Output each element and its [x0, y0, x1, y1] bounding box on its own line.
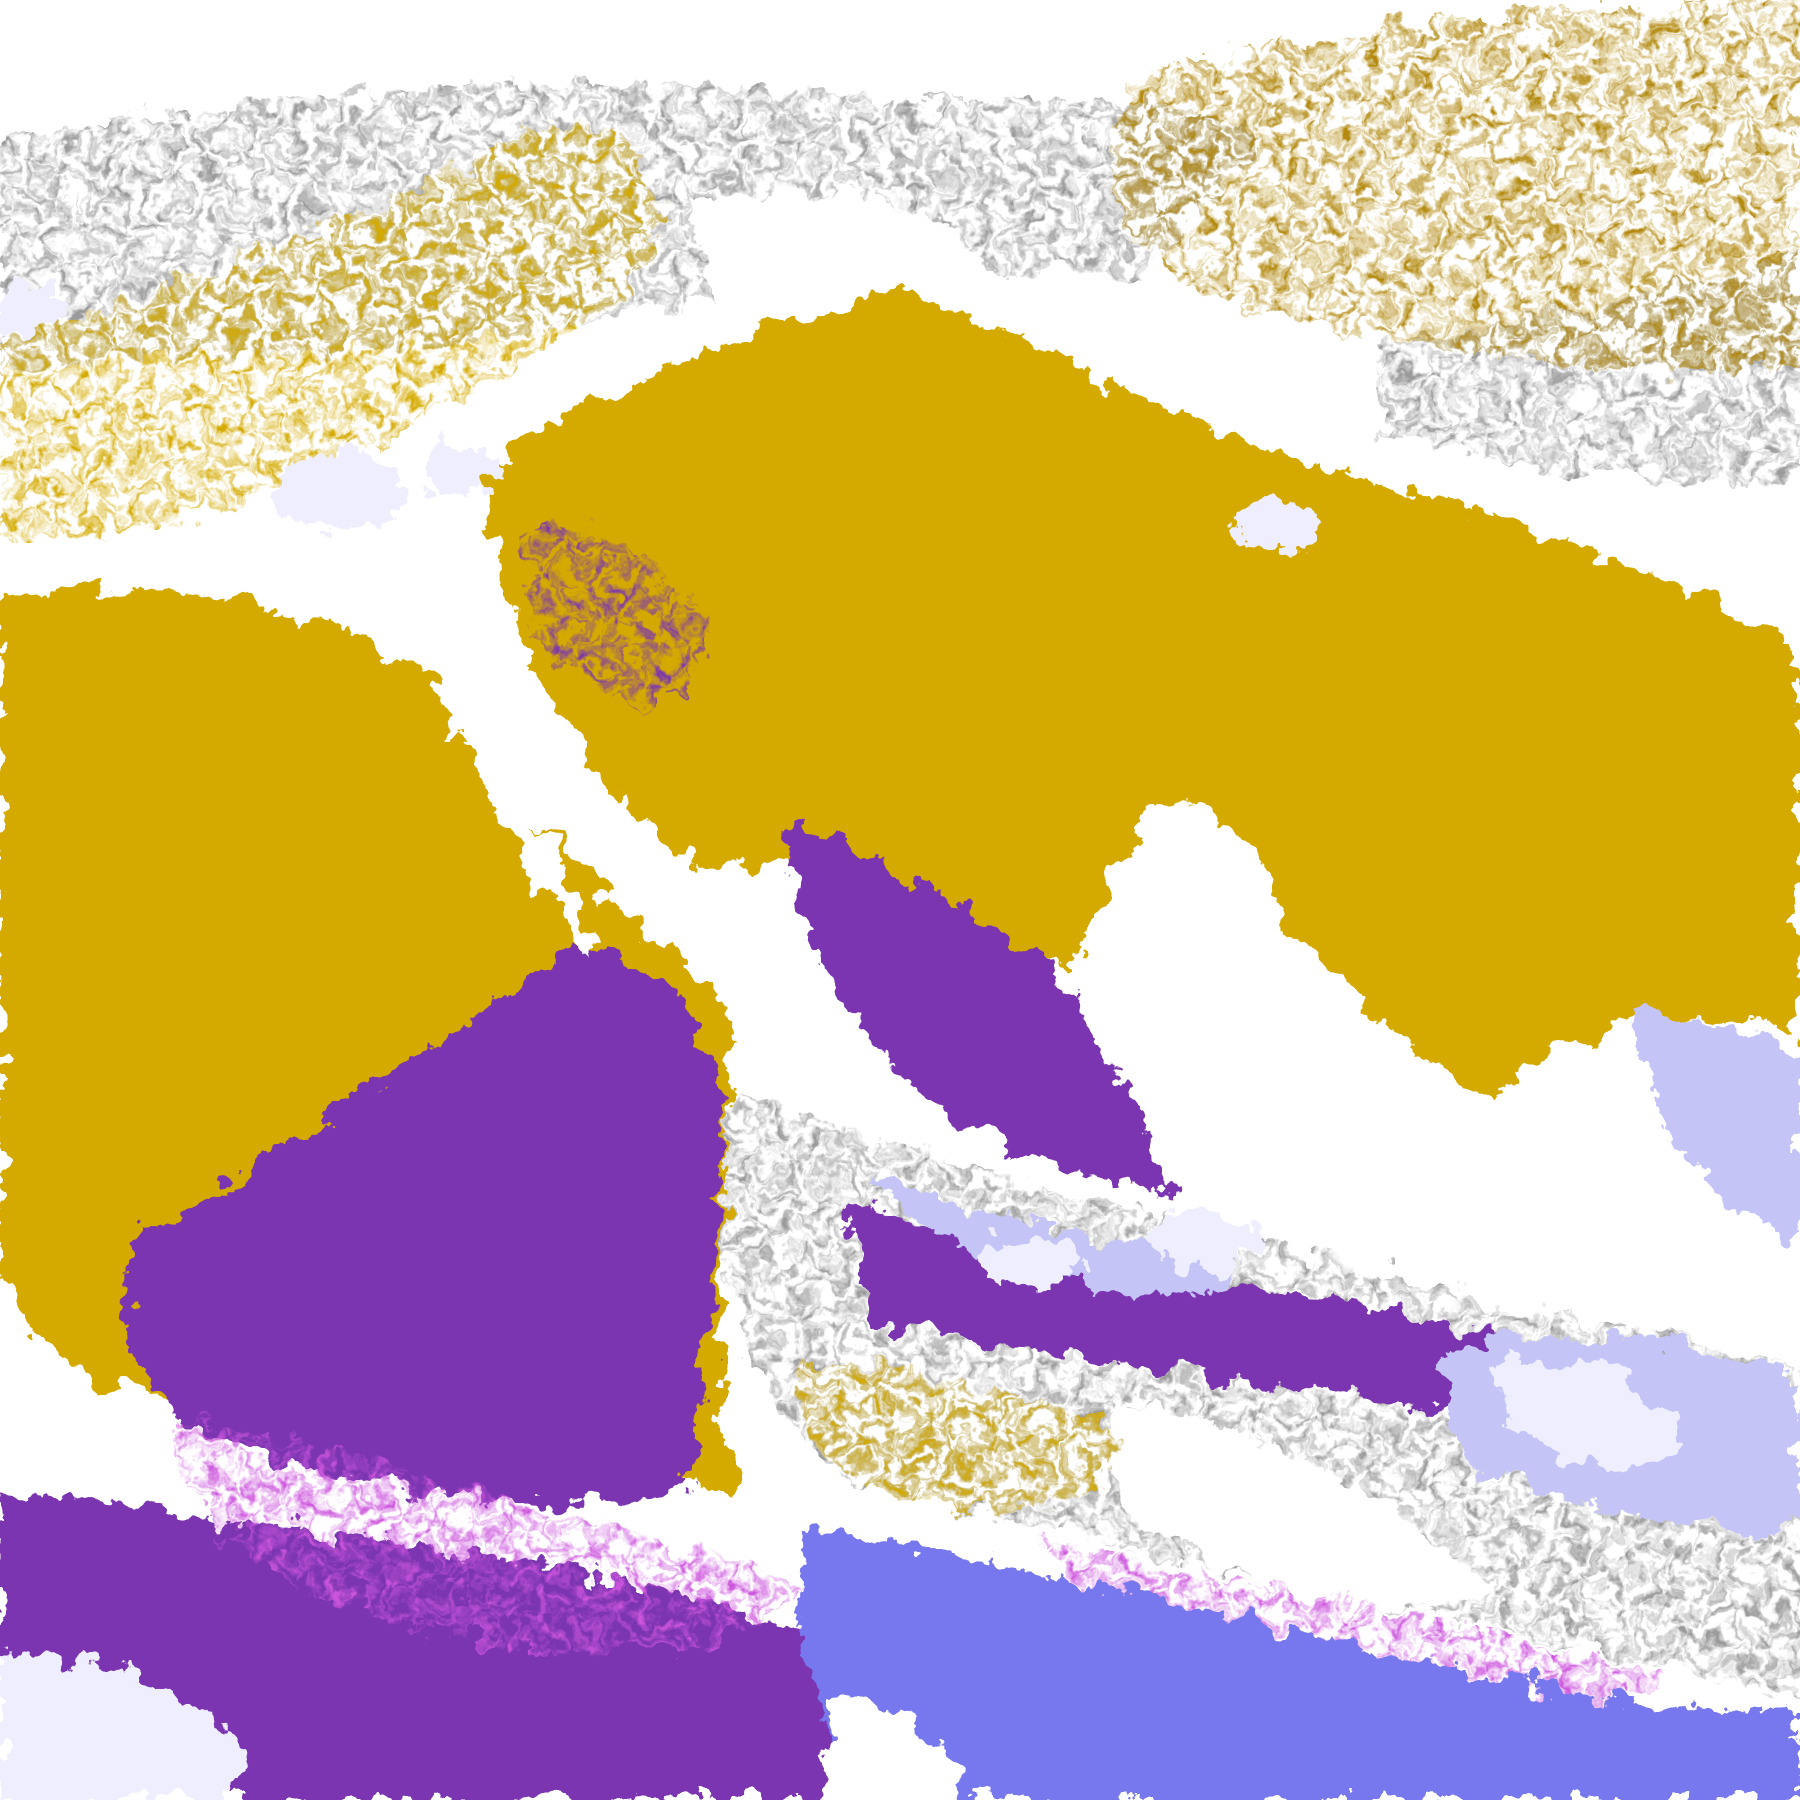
purple-region-southwest [123, 941, 725, 1502]
pale-cloud-cell-west-2 [424, 441, 494, 500]
pale-region-south-cell [1492, 1358, 1677, 1469]
clear-channel-west [412, 573, 597, 965]
magenta-region-layer [172, 1411, 1665, 1709]
gold-region-central [482, 286, 1800, 1103]
purple-region-layer [0, 523, 1515, 1800]
purple-region-central [792, 826, 1171, 1194]
pale-cloud-cell-south [1147, 1211, 1263, 1269]
pale-region-southwest-corner [0, 1653, 253, 1800]
lavender-region-east [1630, 1010, 1800, 1240]
gold-region-northeast [1110, 0, 1800, 370]
clear-region-southeast [1109, 1400, 1493, 1606]
clear-region-center [1136, 802, 1356, 1131]
pale-cloud-cell-mid [981, 1239, 1085, 1286]
clear-region-bottom [826, 1698, 965, 1800]
pale-cloud-cell-west [275, 453, 402, 534]
blue-region-south [799, 1526, 1800, 1800]
lavender-region-band [872, 1170, 1237, 1298]
gold-region-northwest [0, 125, 659, 541]
magenta-region-south [172, 1411, 804, 1653]
magenta-region-southeast [1033, 1538, 1665, 1709]
gold-region-south-strip [799, 1354, 1148, 1512]
cold-cloud-layer [0, 284, 1800, 1800]
pale-cloud-cell-central [1228, 505, 1321, 552]
purple-region-northwest-strip [516, 523, 712, 704]
pale-cloud-cell-far-west [0, 284, 69, 336]
clear-region-north [688, 190, 988, 308]
clear-sky-layer [412, 190, 1493, 1800]
